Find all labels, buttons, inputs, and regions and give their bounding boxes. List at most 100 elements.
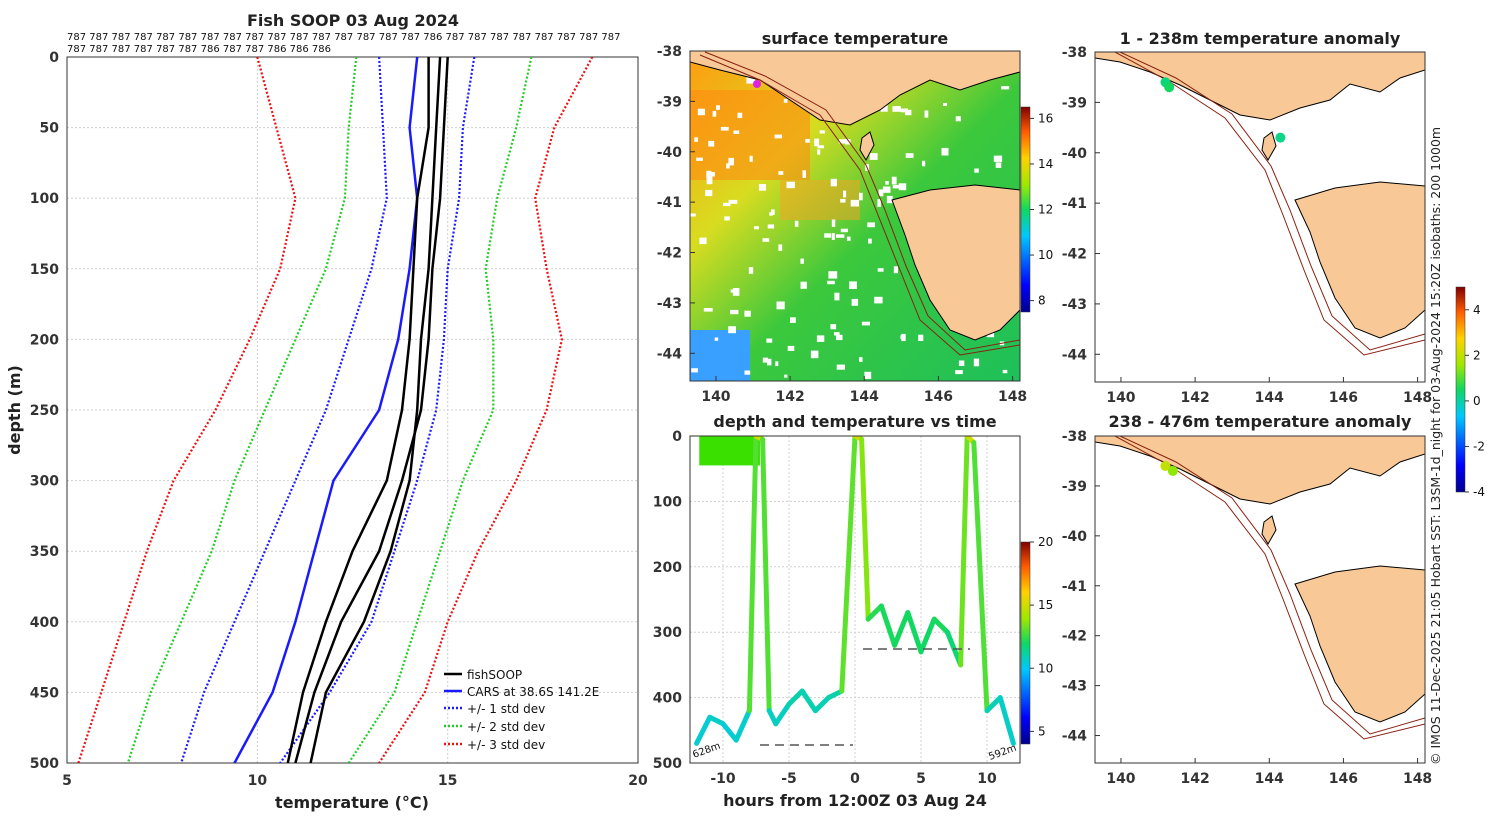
sst-cloud-gap	[794, 220, 799, 227]
sst-cloud-gap	[995, 162, 1002, 168]
depth-time-segment	[958, 436, 970, 668]
anomaly-colorbar-tick-label: 4	[1473, 303, 1481, 317]
sst-cloud-gap	[706, 176, 713, 185]
sst-colorbar-tick-label: 14	[1038, 157, 1053, 171]
depth-time-axes-frame	[689, 435, 1021, 764]
sst-cloud-gap	[706, 170, 712, 179]
sst-cloud-gap	[723, 202, 731, 207]
anomaly-deep-ticks: 140 142 144 146 148 -38 -39 -40 -41 -42 -43 -44	[1062, 429, 1432, 787]
anomaly-colorbar	[1455, 286, 1466, 493]
sst-cloud-gap	[859, 357, 863, 362]
sst-warm-patch	[690, 90, 810, 180]
profile-toplabels-row1: 787 787 787 787 787 787 787 787 787 787 …	[67, 32, 620, 43]
sst-cloud-gap	[703, 308, 713, 312]
sst-cloud-gap	[726, 163, 730, 169]
profile-line-fishsoop-0	[286, 57, 430, 763]
sst-cloud-gap	[874, 296, 883, 304]
depth-time-segment	[997, 695, 1016, 746]
anomaly-deep-ytick-label: -43	[1062, 679, 1087, 695]
sst-cloud-gap	[877, 268, 884, 272]
sst-cloud-gap	[744, 310, 751, 317]
depth-time-grid	[690, 435, 1020, 764]
sst-isobath-1000	[704, 51, 1020, 351]
sst-cloud-gap	[840, 228, 848, 233]
sst-cloud-gap	[898, 183, 907, 191]
profile-xtick-label: 15	[438, 773, 457, 789]
sst-cloud-gap	[918, 334, 924, 341]
sst-cloud-gap	[831, 219, 836, 227]
sst-cloud-gap	[776, 301, 785, 310]
sst-cloud-gap	[728, 199, 738, 204]
profile-line--3-std	[378, 57, 594, 763]
sst-cloud-gap	[846, 236, 851, 241]
sst-cloud-gap	[958, 360, 965, 366]
sst-cloud-gap	[922, 160, 926, 167]
legend-label-std2: +/- 2 std dev	[467, 720, 545, 734]
sst-xtick-label: 140	[701, 389, 730, 405]
depth-time-segment	[931, 616, 950, 635]
anomaly-deep-tasmania	[1294, 565, 1425, 723]
profile-toplabels-row2: 787 787 787 787 787 787 786 787 787 786 …	[67, 44, 331, 55]
anomaly-deep-points	[1160, 460, 1178, 476]
sst-cloud-gap	[802, 170, 806, 178]
sst-cloud-gap	[814, 138, 820, 147]
sst-cloud-gap	[900, 108, 908, 113]
sst-cloud-gap	[1001, 86, 1010, 90]
sst-cloud-gap	[778, 171, 784, 175]
sst-colorbar	[1020, 106, 1031, 313]
anomaly-deep-ytick-label: -42	[1062, 629, 1087, 645]
anomaly-shallow-ytick-label: -40	[1062, 146, 1088, 162]
credit-side-text: © IMOS 11-Dec-2025 21:05 Hobart SST: L3S…	[1428, 127, 1443, 765]
sst-cloud-gap	[843, 190, 847, 198]
sst-cloud-gap	[705, 189, 713, 197]
anomaly-shallow-ticks: 140 142 144 146 148 -38 -39 -40 -41 -42 -43 -44	[1062, 45, 1432, 406]
depth-time-segment	[799, 688, 818, 714]
sst-cloud-gap	[758, 184, 766, 191]
sst-cloud-gap	[783, 98, 788, 103]
sst-colorbar-tick-label: 16	[1038, 111, 1053, 125]
sst-cloud-gap	[861, 321, 870, 326]
depth-time-ytick-label: 400	[653, 691, 682, 707]
sst-cloud-gap	[831, 233, 835, 240]
profile-axes-frame	[66, 56, 639, 764]
depth-time-colorbar-tick-label: 5	[1038, 724, 1046, 738]
anomaly-shallow-ytick-label: -43	[1062, 297, 1087, 313]
sst-cloud-gap	[767, 224, 775, 229]
sst-cloud-gap	[819, 130, 825, 134]
sst-cloud-gap	[737, 112, 743, 119]
sst-cloud-gap	[849, 281, 857, 289]
sst-cloud-gap	[732, 288, 740, 296]
depth-time-segment	[746, 436, 759, 714]
sst-cloud-gap	[941, 147, 949, 156]
profile-line--3-std	[77, 57, 297, 763]
anomaly-shallow-title: 1 - 238m temperature anomaly	[1120, 29, 1401, 48]
depth-time-title: depth and temperature vs time	[713, 412, 996, 431]
sst-cloud-gap	[733, 130, 740, 134]
anomaly-shallow-ytick-label: -44	[1062, 347, 1088, 363]
sst-position-marker	[753, 80, 761, 88]
sst-isobath-200	[699, 54, 1020, 356]
depth-time-segment	[773, 701, 792, 727]
sst-cloud-gap	[868, 238, 872, 244]
anomaly-deep-title: 238 - 476m temperature anomaly	[1109, 412, 1412, 431]
depth-time-surface-band	[699, 436, 760, 466]
profile-ytick-label: 350	[30, 544, 59, 560]
sst-xtick-label: 148	[998, 389, 1027, 405]
anomaly-deep-axes-frame	[1094, 435, 1426, 764]
sst-cloud-gap	[708, 140, 715, 147]
sst-cloud-gap	[771, 209, 775, 215]
sst-cloud-gap	[810, 350, 819, 359]
depth-time-ytick-label: 0	[672, 429, 682, 445]
sst-cloud-gap	[790, 317, 796, 323]
sst-cloud-gap	[728, 326, 736, 334]
sst-cloud-gap	[720, 126, 729, 131]
sst-cloud-gap	[836, 234, 845, 238]
anomaly-shallow-xtick-label: 148	[1403, 390, 1432, 406]
sst-cloud-gap	[762, 238, 770, 242]
depth-time-xtick-label: -5	[781, 771, 797, 787]
sst-cloud-gap	[880, 105, 888, 112]
profile-ytick-label: 50	[40, 121, 60, 137]
depth-time-segment	[839, 436, 858, 694]
depth-time-segment	[905, 610, 924, 655]
